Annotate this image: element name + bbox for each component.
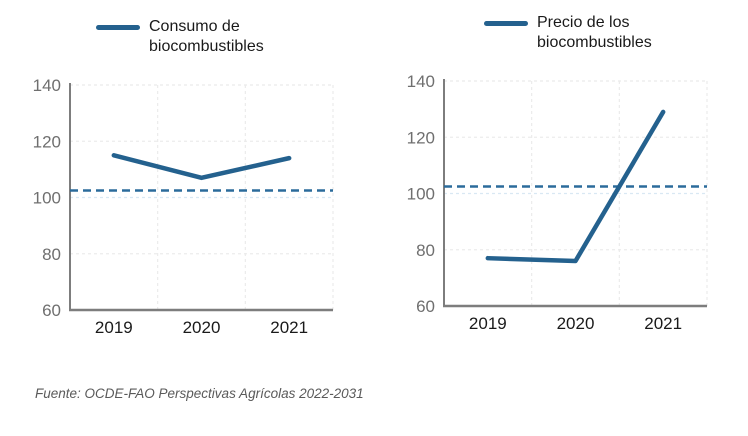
legend-precio: Precio de los biocombustibles	[484, 13, 748, 53]
line-swatch-icon	[96, 25, 140, 30]
legend-label-precio: Precio de los biocombustibles	[537, 14, 652, 51]
y-tick-label: 100	[33, 189, 61, 208]
y-tick-label: 120	[407, 128, 435, 147]
y-tick-label: 80	[416, 241, 435, 260]
chart-panel-consumo: Consumo de biocombustibles 140 120 100 80 60…	[0, 0, 374, 367]
consumo-line-chart: 140 120 100 80 60 2019 2020 2021	[33, 76, 334, 337]
y-tick-label: 140	[407, 72, 435, 91]
x-tick-label: 2019	[469, 314, 507, 333]
y-tick-label: 100	[407, 185, 435, 204]
x-tick-label: 2019	[95, 318, 133, 337]
chart-panel-precio: Precio de los biocombustibles 140 120 100 8…	[374, 0, 748, 367]
y-tick-label: 60	[416, 297, 435, 316]
x-tick-label: 2021	[270, 318, 308, 337]
data-line	[485, 109, 666, 264]
line-swatch-icon	[484, 21, 528, 26]
x-tick-label: 2020	[557, 314, 595, 333]
data-line	[111, 153, 292, 181]
legend-label-consumo: Consumo de biocombustibles	[149, 18, 264, 55]
y-tick-label: 60	[42, 301, 61, 320]
source-note: Fuente: OCDE-FAO Perspectivas Agrícolas …	[35, 386, 364, 401]
y-tick-label: 140	[33, 76, 61, 95]
x-tick-label: 2020	[183, 318, 221, 337]
legend-consumo: Consumo de biocombustibles	[96, 17, 374, 57]
x-tick-label: 2021	[644, 314, 682, 333]
y-tick-label: 80	[42, 245, 61, 264]
y-tick-label: 120	[33, 132, 61, 151]
precio-line-chart: 140 120 100 80 60 2019 2020 2021	[407, 72, 708, 333]
charts-row: Consumo de biocombustibles 140 120 100 80 60…	[0, 0, 748, 367]
